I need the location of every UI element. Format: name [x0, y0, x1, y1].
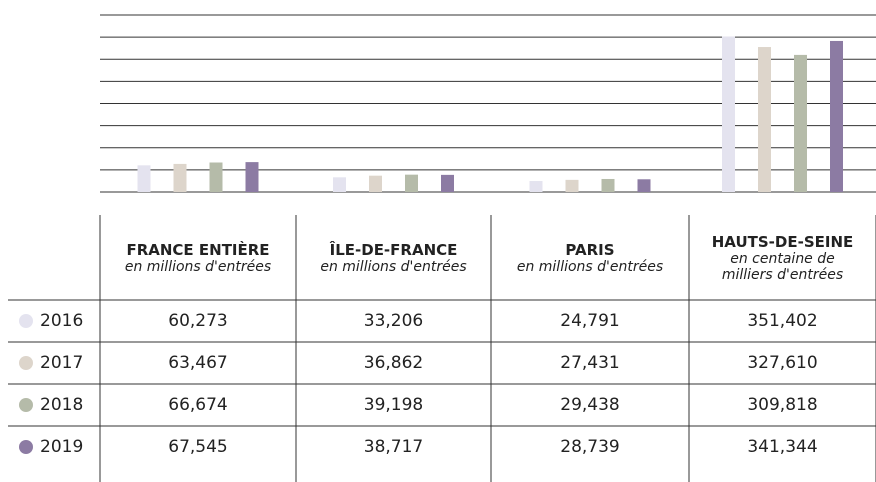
bar — [137, 165, 151, 192]
legend-swatch — [19, 440, 33, 454]
bar — [245, 162, 259, 192]
legend-swatch — [19, 314, 33, 328]
cell-value: 24,791 — [560, 311, 619, 331]
legend-label: 2017 — [40, 353, 83, 373]
category-name: PARIS — [565, 240, 615, 259]
bar — [758, 47, 771, 192]
cell-value: 28,739 — [560, 437, 619, 457]
category-unit: en millions d'entrées — [516, 258, 664, 275]
category-name: HAUTS-DE-SEINE — [711, 232, 854, 251]
legend-swatch — [19, 356, 33, 370]
column-header: HAUTS-DE-SEINE en centaine de milliers d'… — [689, 215, 876, 300]
legend-label: 2019 — [40, 437, 83, 457]
bar — [333, 177, 346, 192]
category-unit: en millions d'entrées — [124, 258, 272, 275]
bar — [529, 181, 543, 192]
cell-value: 66,674 — [168, 395, 227, 415]
legend-label: 2018 — [40, 395, 83, 415]
cell-value: 38,717 — [364, 437, 423, 457]
bar — [209, 162, 223, 192]
bar — [601, 178, 615, 192]
category-unit: en centaine de milliers d'entrées — [721, 250, 844, 283]
cell-value: 29,438 — [560, 395, 619, 415]
cell-value: 36,862 — [364, 353, 423, 373]
cell-value: 351,402 — [747, 311, 817, 331]
category-name: ÎLE-DE-FRANCE — [329, 240, 458, 259]
column-header: ÎLE-DE-FRANCE en millions d'entrées — [296, 215, 491, 300]
cell-value: 309,818 — [747, 395, 817, 415]
bar — [637, 179, 651, 192]
bar — [369, 175, 382, 192]
bar — [794, 54, 807, 193]
bar — [173, 163, 187, 192]
category-name: FRANCE ENTIÈRE — [126, 240, 270, 259]
bar — [830, 40, 843, 193]
bar — [565, 179, 579, 192]
cell-value: 39,198 — [364, 395, 423, 415]
category-unit: en millions d'entrées — [320, 258, 467, 275]
bar — [441, 174, 454, 192]
column-header: PARIS en millions d'entrées — [491, 215, 689, 300]
cell-value: 60,273 — [168, 311, 227, 331]
column-header: FRANCE ENTIÈRE en millions d'entrées — [100, 215, 296, 300]
cell-value: 327,610 — [747, 353, 817, 373]
legend-label: 2016 — [40, 311, 83, 331]
cell-value: 27,431 — [560, 353, 619, 373]
cell-value: 341,344 — [747, 437, 817, 457]
bar — [405, 174, 418, 192]
cell-value: 33,206 — [364, 311, 423, 331]
bar — [722, 36, 735, 193]
cell-value: 67,545 — [168, 437, 227, 457]
cell-value: 63,467 — [168, 353, 227, 373]
legend-swatch — [19, 398, 33, 412]
